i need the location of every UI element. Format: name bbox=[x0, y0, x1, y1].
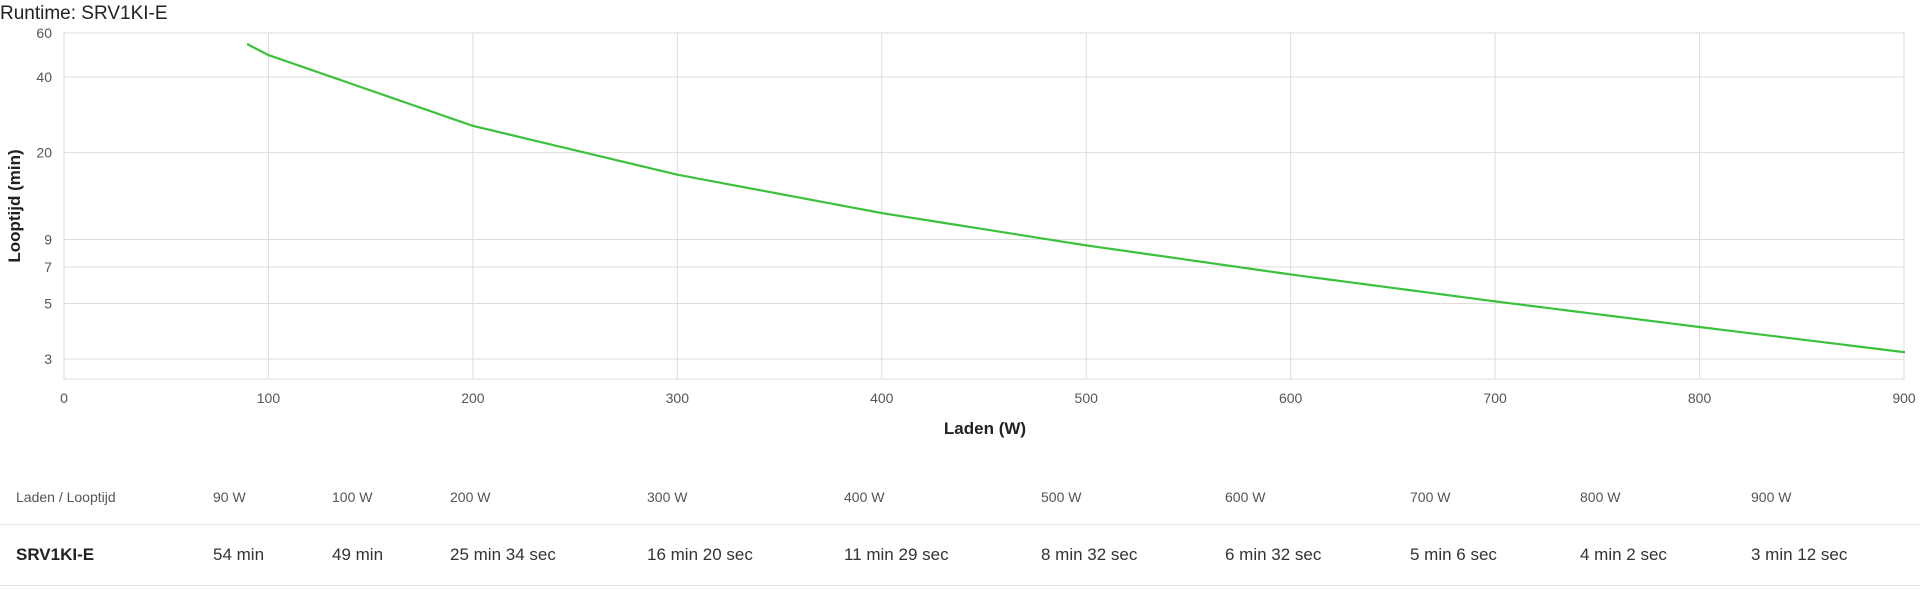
x-tick-label: 700 bbox=[1483, 390, 1507, 406]
data-point bbox=[1493, 300, 1497, 303]
data-point bbox=[1085, 244, 1088, 247]
y-tick-label: 3 bbox=[44, 351, 52, 367]
runtime-cell: 54 min bbox=[213, 524, 332, 586]
x-tick-label: 0 bbox=[60, 390, 68, 406]
runtime-cell: 25 min 34 sec bbox=[450, 524, 647, 586]
runtime-cell: 3 min 12 sec bbox=[1751, 524, 1920, 586]
table-header-label: Laden / Looptijd bbox=[0, 470, 213, 525]
data-point bbox=[1289, 273, 1292, 276]
model-name: SRV1KI-E bbox=[0, 524, 213, 586]
data-point bbox=[471, 124, 475, 128]
data-point bbox=[246, 43, 250, 46]
x-axis-title: Laden (W) bbox=[944, 419, 1026, 438]
y-tick-label: 9 bbox=[44, 232, 52, 248]
x-tick-label: 500 bbox=[1075, 390, 1099, 406]
data-point bbox=[267, 53, 270, 57]
runtime-chart: 0 100 200 300 400 500 600 700 800 900 3 5 7 9 20 40 60 L… bbox=[5, 25, 1916, 438]
tick-labels: 0 100 200 300 400 500 600 700 800 900 3 5 7 9 20 40 60 bbox=[36, 25, 1915, 406]
runtime-cell: 5 min 6 sec bbox=[1410, 524, 1580, 586]
table-header-row: Laden / Looptijd 90 W 100 W 200 W 300 W … bbox=[0, 470, 1920, 525]
load-cell: 500 W bbox=[1041, 470, 1225, 525]
table-row: SRV1KI-E 54 min 49 min 25 min 34 sec 16 … bbox=[0, 524, 1920, 586]
load-cell: 100 W bbox=[332, 470, 450, 525]
runtime-table: Laden / Looptijd 90 W 100 W 200 W 300 W … bbox=[0, 470, 1920, 586]
y-tick-label: 40 bbox=[36, 69, 52, 85]
load-cell: 700 W bbox=[1410, 470, 1580, 525]
data-point bbox=[880, 211, 883, 215]
x-tick-label: 600 bbox=[1279, 390, 1303, 406]
data-point bbox=[1902, 350, 1906, 354]
y-tick-label: 20 bbox=[36, 145, 52, 161]
load-cell: 400 W bbox=[844, 470, 1041, 525]
runtime-cell: 8 min 32 sec bbox=[1041, 524, 1225, 586]
x-tick-label: 800 bbox=[1688, 390, 1712, 406]
series-layer bbox=[246, 43, 1906, 354]
y-tick-label: 5 bbox=[44, 296, 52, 312]
load-cell: 600 W bbox=[1225, 470, 1410, 525]
x-tick-label: 100 bbox=[257, 390, 281, 406]
load-cell: 900 W bbox=[1751, 470, 1920, 525]
runtime-cell: 6 min 32 sec bbox=[1225, 524, 1410, 586]
data-point bbox=[676, 173, 679, 176]
runtime-cell: 49 min bbox=[332, 524, 450, 586]
load-cell: 200 W bbox=[450, 470, 647, 525]
y-axis-title: Looptijd (min) bbox=[5, 149, 24, 262]
grid-lines bbox=[63, 32, 1905, 380]
y-tick-label: 7 bbox=[44, 259, 52, 275]
load-cell: 300 W bbox=[647, 470, 844, 525]
data-point bbox=[1698, 325, 1701, 329]
plot-frame bbox=[63, 32, 1905, 380]
y-tick-label: 60 bbox=[36, 25, 52, 41]
x-tick-label: 900 bbox=[1892, 390, 1916, 406]
load-cell: 90 W bbox=[213, 470, 332, 525]
runtime-series-line bbox=[247, 43, 1905, 354]
runtime-cell: 16 min 20 sec bbox=[647, 524, 844, 586]
x-tick-label: 400 bbox=[870, 390, 894, 406]
x-tick-label: 300 bbox=[666, 390, 690, 406]
runtime-cell: 11 min 29 sec bbox=[844, 524, 1041, 586]
runtime-cell: 4 min 2 sec bbox=[1580, 524, 1751, 586]
load-cell: 800 W bbox=[1580, 470, 1751, 525]
chart-title: Runtime: SRV1KI-E bbox=[0, 3, 168, 24]
x-tick-label: 200 bbox=[461, 390, 485, 406]
